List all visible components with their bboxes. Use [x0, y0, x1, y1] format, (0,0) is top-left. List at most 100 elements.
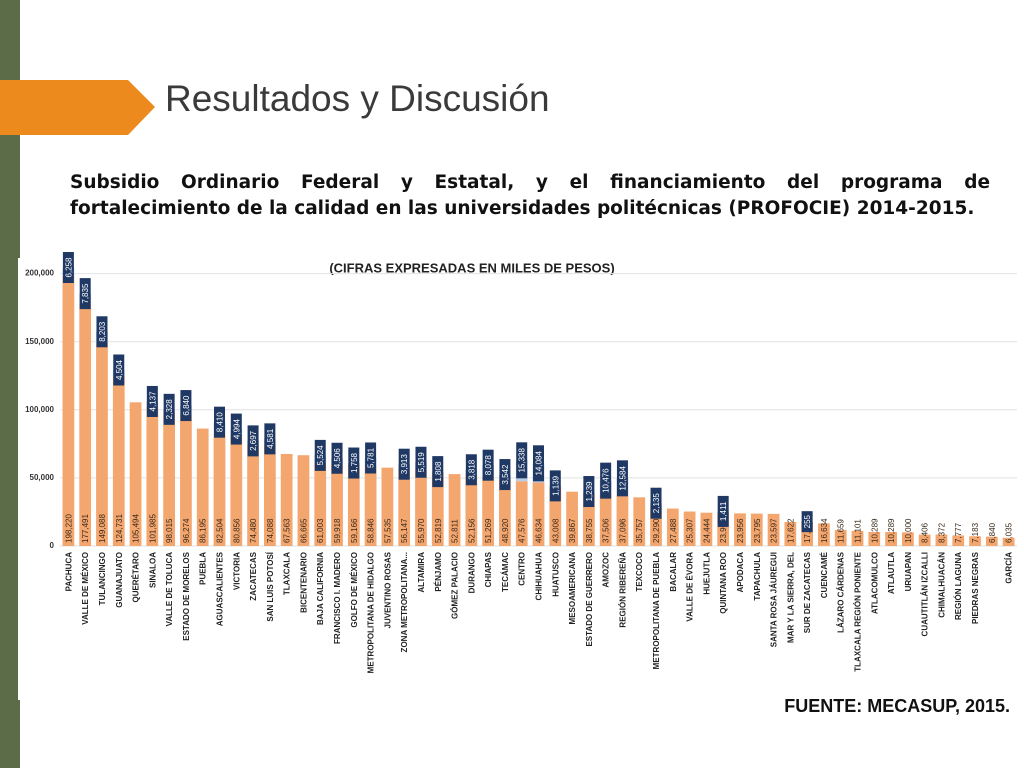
- value-label-group: 10,289: [887, 518, 896, 543]
- value-label: 23,956: [736, 518, 745, 543]
- value-label-group: 23,795: [753, 518, 762, 543]
- value-label: 35,757: [635, 518, 644, 543]
- bar-segment: [314, 462, 327, 546]
- value-label: 37,096: [618, 518, 627, 543]
- x-tick-group: BICENTENARIO: [299, 552, 308, 613]
- value-label-group: 15,338: [518, 448, 527, 473]
- x-tick-label: TECÁMAC: [501, 552, 510, 592]
- x-tick-label: URUAPAN: [904, 552, 913, 592]
- value-label-box: [146, 385, 158, 417]
- value-label: 198,220: [64, 514, 73, 543]
- value-label: 4,504: [115, 359, 124, 380]
- x-tick-group: DURANGO: [467, 552, 476, 593]
- value-label-group: 23,993: [719, 518, 728, 543]
- bar-segment: [901, 532, 914, 546]
- value-label: 38,755: [585, 518, 594, 543]
- x-tick-group: MAR Y LA SIERRA, DEL: [786, 552, 795, 643]
- value-label-group: 67,563: [283, 518, 292, 543]
- value-label: 23,993: [719, 518, 728, 543]
- value-label-group: 177,491: [81, 514, 90, 543]
- x-tick-group: GARCÍA: [1005, 552, 1014, 584]
- value-label-box: [600, 462, 612, 499]
- x-tick-label: BACALAR: [669, 552, 678, 592]
- value-label-box: [348, 447, 360, 479]
- x-tick-label: CHIAPAS: [484, 551, 493, 587]
- value-label: 98,015: [165, 518, 174, 543]
- value-label-group: 1,808: [434, 461, 443, 482]
- value-label-group: 5,781: [367, 447, 376, 468]
- bar-segment: [985, 536, 998, 546]
- x-tick-label: ATLAUTLA: [887, 552, 896, 594]
- value-label: 4,581: [266, 428, 275, 449]
- bar-segment: [431, 474, 444, 546]
- x-tick-label: ZACATECAS: [249, 551, 258, 600]
- bar-segment: [616, 495, 629, 546]
- value-label-group: 23,956: [736, 518, 745, 543]
- x-tick-group: CHIMALHUACÁN: [937, 552, 946, 618]
- value-label: 58,846: [367, 518, 376, 543]
- value-label-box: [650, 487, 662, 519]
- bar-segment: [381, 467, 394, 546]
- value-label: 7,777: [954, 522, 963, 543]
- bar-segment: [96, 342, 108, 546]
- value-label: 59,918: [333, 518, 342, 543]
- bar-segment: [582, 493, 595, 546]
- x-tick-group: GÓMEZ PALACIO: [451, 552, 460, 619]
- value-label: 47,576: [518, 518, 527, 543]
- y-tick-label: 0: [50, 541, 55, 550]
- value-label: 1,411: [719, 501, 728, 521]
- value-label-group: 74,088: [266, 518, 275, 543]
- x-tick-group: SUR DE ZACATECAS: [803, 551, 812, 633]
- x-tick-label: VALLE DE TOLUCA: [165, 552, 174, 627]
- bar-segment: [834, 530, 847, 546]
- value-label: 51,269: [484, 518, 493, 543]
- value-label-group: 5,519: [417, 452, 426, 473]
- x-tick-group: TAPACHULA: [753, 552, 762, 601]
- x-tick-label: CUAUTITLÁN IZCALLI: [921, 552, 930, 636]
- x-tick-label: ATLACOMULCO: [870, 552, 879, 614]
- x-tick-label: HUATUSCO: [551, 552, 560, 597]
- value-label-group: 4,506: [333, 448, 342, 469]
- value-label-group: 52,156: [467, 518, 476, 543]
- value-label-group: 86,195: [199, 518, 208, 543]
- bar-segment: [112, 376, 125, 546]
- value-label-group: 98,015: [165, 518, 174, 543]
- value-label: 23,597: [770, 518, 779, 543]
- x-tick-group: MESOAMERICANA: [568, 552, 577, 625]
- value-label-group: 255: [803, 514, 812, 528]
- bar-segment: [398, 469, 411, 546]
- value-label-box: [583, 476, 595, 508]
- value-label-group: 29,290: [652, 518, 661, 543]
- value-label: 16,634: [820, 518, 829, 543]
- value-label: 27,488: [669, 518, 678, 543]
- value-label-box: [482, 449, 494, 481]
- x-tick-group: REGIÓN RIBEREÑA: [618, 552, 627, 628]
- x-tick-label: DURANGO: [467, 552, 476, 593]
- value-label: 124,731: [115, 514, 124, 543]
- value-label: 5,781: [367, 447, 376, 468]
- bar-segment: [247, 444, 259, 546]
- value-label-group: 5,524: [316, 445, 325, 466]
- value-label-box: [113, 354, 125, 386]
- x-tick-label: SINALOA: [148, 552, 157, 588]
- value-label-group: 96,274: [182, 518, 191, 543]
- value-label-group: 59,166: [350, 518, 359, 543]
- value-label: 3,818: [467, 459, 476, 480]
- bar-segment: [683, 511, 696, 546]
- value-label: 10,476: [602, 468, 611, 493]
- x-tick-group: ESTADO DE GUERRERO: [585, 552, 594, 647]
- bar-segment: [784, 522, 797, 546]
- y-tick-label: 100,000: [25, 405, 54, 414]
- value-label-box: [79, 278, 91, 310]
- bar-segment: [146, 407, 159, 546]
- bar-segment: [935, 534, 948, 546]
- value-label-group: 149,088: [98, 514, 107, 543]
- x-tick-label: APODACA: [736, 552, 745, 593]
- value-label: 59,166: [350, 518, 359, 543]
- bar-segment: [633, 497, 646, 546]
- x-tick-group: ESTADO DE MORELOS: [182, 551, 191, 640]
- bar-segment: [499, 479, 511, 546]
- slide-title: Resultados y Discusión: [165, 78, 550, 119]
- bar-segment: [196, 428, 209, 546]
- x-tick-label: VALLE DE MÉXICO: [81, 552, 90, 625]
